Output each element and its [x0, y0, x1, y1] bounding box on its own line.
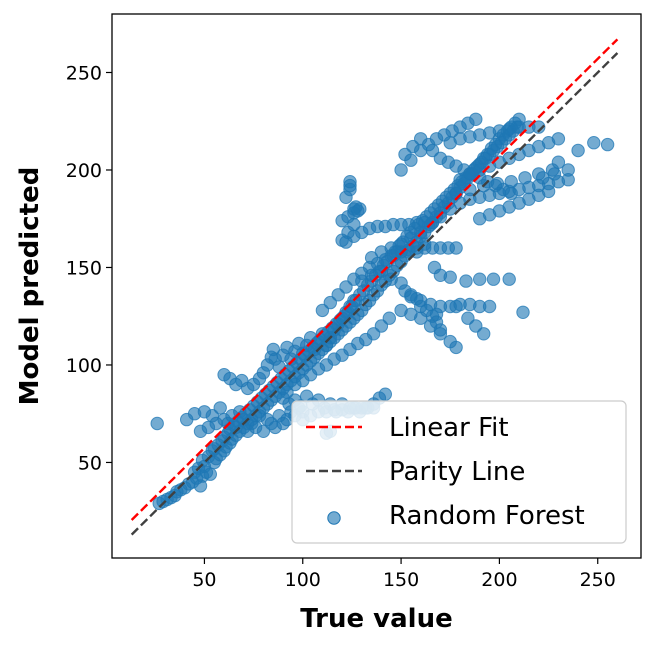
data-point	[433, 210, 448, 224]
data-point	[532, 120, 546, 134]
data-point	[382, 311, 396, 325]
data-point	[516, 305, 530, 319]
y-axis-title: Model predicted	[15, 167, 45, 406]
legend-label: Random Forest	[389, 501, 585, 531]
x-tick-label: 50	[192, 569, 216, 591]
data-point	[473, 272, 487, 286]
data-point	[449, 299, 463, 314]
data-point	[502, 272, 516, 286]
y-tick-label: 200	[66, 160, 102, 182]
parity-line	[130, 52, 619, 536]
x-tick-label: 250	[580, 569, 616, 591]
data-point	[335, 233, 349, 247]
data-point	[443, 202, 457, 216]
data-point	[374, 319, 389, 333]
data-point	[482, 299, 497, 314]
data-point	[203, 467, 218, 481]
y-tick-label: 150	[66, 257, 102, 279]
data-point	[378, 387, 392, 401]
data-point	[547, 167, 562, 181]
data-point	[453, 173, 467, 187]
data-point	[587, 136, 601, 150]
y-tick-label: 250	[66, 62, 102, 84]
legend-box	[291, 400, 627, 544]
data-point	[414, 311, 428, 325]
legend-random-forest: Random Forest	[327, 501, 585, 531]
data-point	[423, 319, 438, 333]
data-point	[280, 385, 294, 399]
legend-dot-swatch	[327, 511, 341, 525]
data-point	[213, 401, 227, 415]
data-point	[229, 420, 243, 435]
linear-fit-line	[130, 38, 619, 521]
legend-parity-line: Parity Line	[306, 457, 525, 487]
data-point	[459, 274, 473, 288]
data-point	[461, 311, 475, 325]
data-point	[150, 416, 164, 431]
data-point	[518, 171, 532, 185]
data-point	[394, 163, 408, 177]
y-tick-label: 50	[78, 452, 102, 474]
data-point	[551, 132, 566, 146]
data-point	[551, 155, 566, 169]
plot-frame	[111, 13, 642, 559]
data-point	[425, 143, 440, 158]
data-point	[315, 303, 330, 318]
x-axis-title: True value	[300, 604, 452, 634]
x-tick-label: 200	[481, 569, 517, 591]
data-point	[504, 175, 518, 189]
data-point	[443, 270, 457, 284]
data-point	[490, 176, 505, 191]
data-point	[571, 143, 585, 158]
data-point	[469, 112, 483, 127]
data-point	[469, 319, 483, 333]
data-point	[339, 190, 353, 205]
legend-label: Linear Fit	[389, 413, 509, 443]
legend-linear-fit: Linear Fit	[306, 413, 509, 443]
data-point	[355, 274, 369, 288]
x-axis-ticks: 50 100 150 200 250	[192, 558, 616, 591]
data-point	[449, 241, 463, 255]
data-point	[364, 251, 379, 265]
data-point	[351, 204, 365, 218]
data-point	[486, 272, 501, 286]
data-point	[433, 327, 448, 341]
data-point	[477, 327, 491, 341]
data-point	[339, 280, 353, 294]
data-point	[561, 163, 575, 177]
data-point	[256, 424, 271, 438]
x-tick-label: 150	[383, 569, 419, 591]
data-point	[414, 132, 428, 146]
data-point	[463, 182, 477, 197]
data-point	[323, 295, 337, 310]
y-axis-ticks: 50 100 150 200 250	[66, 62, 112, 474]
plot-marks	[130, 38, 619, 536]
x-tick-label: 100	[285, 569, 321, 591]
data-point	[429, 307, 444, 321]
y-tick-label: 100	[66, 355, 102, 377]
legend-label: Parity Line	[389, 457, 525, 487]
data-point	[449, 340, 463, 355]
data-point	[343, 175, 357, 189]
data-point	[541, 184, 556, 199]
data-point	[600, 137, 615, 152]
data-point	[536, 171, 550, 185]
legend: Linear Fit Parity Line Random Forest	[291, 400, 627, 544]
data-point	[398, 147, 412, 162]
